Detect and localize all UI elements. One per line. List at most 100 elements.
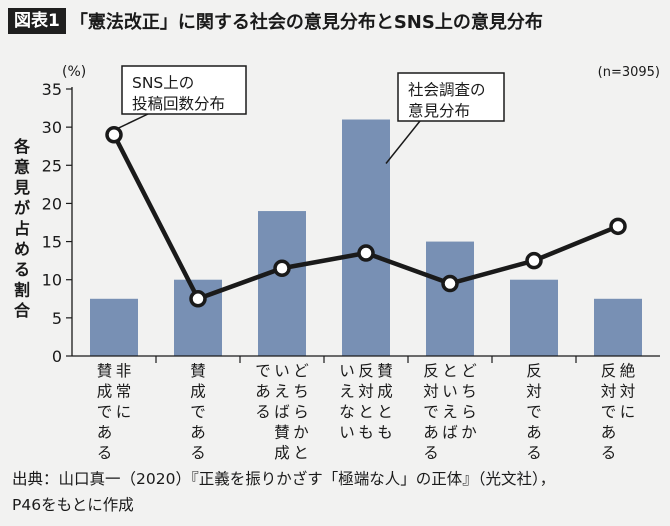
y-axis-label-char: 合 bbox=[14, 301, 31, 320]
x-tick-label-char: も bbox=[377, 424, 393, 442]
x-tick-label-char: ど bbox=[293, 362, 309, 380]
line-point-1 bbox=[105, 126, 123, 144]
y-axis-label-char: が bbox=[14, 199, 30, 218]
y-tick-label-30: 30 bbox=[42, 118, 62, 137]
y-tick-label-10: 10 bbox=[42, 271, 62, 290]
x-tick-label-char: ば bbox=[442, 424, 458, 442]
x-tick-label-char: え bbox=[442, 403, 458, 421]
y-axis-label-char: 割 bbox=[14, 281, 30, 300]
line-callout-box bbox=[121, 65, 247, 115]
x-tick-label-char: に bbox=[620, 403, 636, 421]
x-tick-label-char: あ bbox=[190, 424, 206, 442]
source-line-1: 出典：山口真一（2020）『正義を振りかざす「極端な人」の正体』（光文社）， bbox=[12, 470, 556, 488]
sample-size-label: (n=3095) bbox=[598, 65, 660, 80]
bar-7 bbox=[594, 298, 642, 356]
x-tick-label-char: 対 bbox=[423, 383, 439, 401]
x-tick-label-char: い bbox=[442, 383, 458, 401]
y-axis-label-char: 各 bbox=[13, 137, 31, 156]
bar-5 bbox=[426, 241, 474, 356]
x-tick-label-char: 賛 bbox=[377, 362, 393, 380]
bar-1 bbox=[90, 298, 138, 356]
source-note: 出典：山口真一（2020）『正義を振りかざす「極端な人」の正体』（光文社）， P… bbox=[12, 466, 662, 518]
bar-callout-text: 社会調査の bbox=[408, 81, 486, 99]
x-tick-label-char: ち bbox=[293, 383, 309, 401]
x-tick-label-char: 反 bbox=[358, 362, 374, 380]
x-tick-label-char: か bbox=[293, 424, 309, 442]
line-point-3 bbox=[273, 259, 291, 278]
x-tick-label-char: と bbox=[358, 403, 374, 421]
x-tick-label-char: で bbox=[190, 403, 206, 421]
x-tick-label-char: え bbox=[339, 383, 355, 401]
x-tick-label-char: 賛 bbox=[190, 362, 206, 380]
x-tick-label-char: で bbox=[526, 403, 542, 421]
x-tick-label-char: に bbox=[116, 403, 132, 421]
x-tick-label-char: 常 bbox=[116, 383, 132, 401]
x-tick-label-char: 反 bbox=[423, 362, 439, 380]
x-tick-label-char: い bbox=[274, 362, 290, 380]
x-tick-label-char: で bbox=[601, 403, 617, 421]
x-tick-label-char: 賛 bbox=[97, 362, 113, 380]
line-point-7 bbox=[609, 217, 627, 236]
bar-callout-leader bbox=[385, 120, 421, 164]
x-tick-label-char: 非 bbox=[116, 362, 132, 380]
x-tick-label-char: る bbox=[526, 444, 542, 462]
x-tick-label-char: と bbox=[442, 362, 458, 380]
y-axis-label-char: る bbox=[14, 260, 30, 279]
x-tick-label-char: 成 bbox=[97, 383, 113, 401]
x-tick-label-char: と bbox=[377, 403, 393, 421]
x-tick-label-char: な bbox=[339, 403, 355, 421]
y-tick-label-25: 25 bbox=[42, 156, 62, 175]
chart-title: 「憲法改正」に関する社会の意見分布とSNS上の意見分布 bbox=[69, 12, 543, 33]
x-tick-label-char: ら bbox=[293, 403, 309, 421]
title-row: 図表1 「憲法改正」に関する社会の意見分布とSNS上の意見分布 bbox=[8, 6, 543, 36]
x-tick-label-char: 反 bbox=[601, 362, 617, 380]
x-tick-label-char: 対 bbox=[526, 383, 542, 401]
x-tick-label-char: ば bbox=[274, 403, 290, 421]
x-tick-label-char: る bbox=[255, 403, 271, 421]
x-tick-label-char: あ bbox=[423, 424, 439, 442]
x-tick-label-char: で bbox=[255, 362, 271, 380]
y-tick-label-20: 20 bbox=[42, 194, 62, 213]
y-tick-label-15: 15 bbox=[42, 233, 62, 252]
bar-4 bbox=[342, 119, 390, 356]
line-point-2 bbox=[189, 290, 207, 308]
y-tick-label-0: 0 bbox=[52, 347, 62, 366]
x-tick-label-char: あ bbox=[97, 424, 113, 442]
x-tick-label-char: る bbox=[190, 444, 206, 462]
x-tick-label-char: 賛 bbox=[274, 424, 290, 442]
bar-callout-box bbox=[397, 72, 505, 122]
x-tick-label-char: 反 bbox=[526, 362, 542, 380]
y-tick-label-5: 5 bbox=[52, 309, 62, 328]
y-axis-label-char: 見 bbox=[13, 178, 30, 197]
bar-callout-text: 意見分布 bbox=[408, 101, 470, 120]
y-axis-label-char: め bbox=[14, 240, 30, 259]
x-tick-label-char: ち bbox=[461, 383, 477, 401]
y-tick-label-35: 35 bbox=[42, 80, 62, 99]
bar-6 bbox=[510, 279, 558, 356]
line-callout-text: SNS上の bbox=[132, 74, 194, 92]
x-tick-label-char: で bbox=[97, 403, 113, 421]
figure-tag: 図表1 bbox=[8, 8, 66, 34]
x-tick-label-char: 対 bbox=[620, 383, 636, 401]
x-tick-label-char: 成 bbox=[274, 444, 290, 462]
x-tick-label-char: る bbox=[423, 444, 439, 462]
x-tick-label-char: る bbox=[97, 444, 113, 462]
x-tick-label-char: 絶 bbox=[620, 362, 636, 380]
x-tick-label-char: い bbox=[339, 424, 355, 442]
line-point-6 bbox=[525, 251, 543, 270]
y-unit-label: (%) bbox=[62, 64, 86, 80]
x-tick-label-char: か bbox=[461, 424, 477, 442]
x-tick-label-char: ど bbox=[461, 362, 477, 380]
line-callout-text: 投稿回数分布 bbox=[132, 95, 225, 113]
bar-3 bbox=[258, 211, 306, 356]
x-tick-label-char: 対 bbox=[358, 383, 374, 401]
x-tick-label-char: あ bbox=[601, 424, 617, 442]
y-axis-label-char: 意 bbox=[14, 158, 30, 177]
x-tick-label-char: 成 bbox=[377, 383, 393, 401]
x-tick-label-char: も bbox=[358, 424, 374, 442]
source-line-2: P46をもとに作成 bbox=[12, 496, 134, 514]
x-tick-label-char: え bbox=[274, 383, 290, 401]
x-tick-label-char: あ bbox=[255, 383, 271, 401]
y-axis-label-char: 占 bbox=[14, 219, 30, 238]
